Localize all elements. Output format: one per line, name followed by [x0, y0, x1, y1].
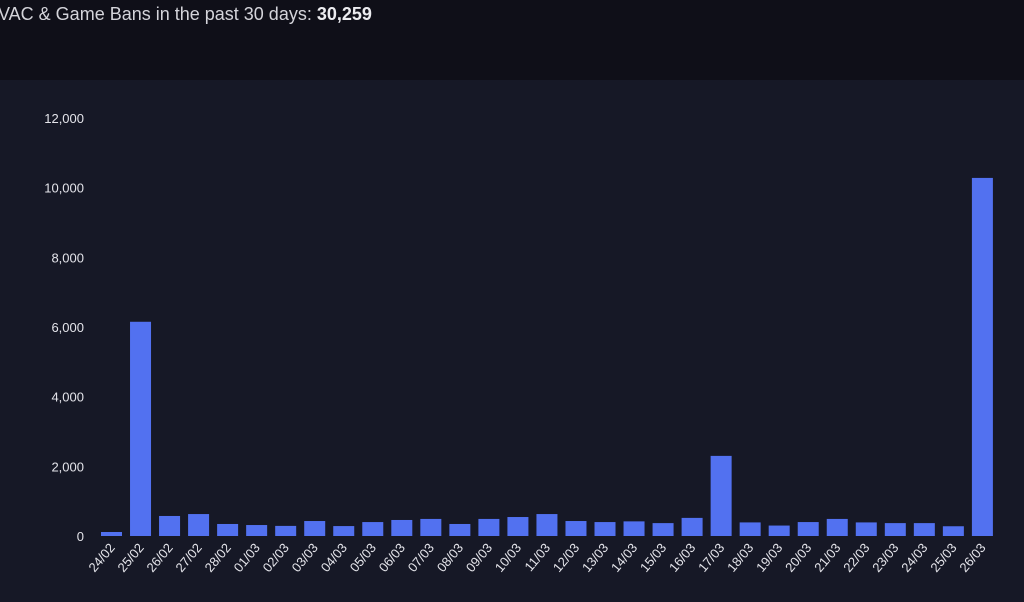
x-tick-label: 25/02 — [114, 540, 146, 575]
bar-03/03 — [304, 521, 326, 536]
bar-28/02 — [217, 523, 239, 536]
bar-25/03 — [942, 526, 964, 536]
x-tick-label: 17/03 — [695, 540, 727, 575]
bar-25/02 — [130, 321, 152, 536]
x-tick-label: 01/03 — [231, 540, 263, 575]
bar-13/03 — [594, 522, 616, 536]
bar-08/03 — [449, 523, 471, 536]
bar-06/03 — [391, 519, 413, 536]
x-tick-label: 19/03 — [753, 540, 785, 575]
page-title: VAC & Game Bans in the past 30 days: 30,… — [0, 4, 372, 25]
x-tick-label: 10/03 — [492, 540, 524, 575]
x-tick-label: 24/02 — [85, 540, 117, 575]
x-tick-label: 13/03 — [579, 540, 611, 575]
x-tick-label: 12/03 — [550, 540, 582, 575]
x-tick-label: 07/03 — [405, 540, 437, 575]
bar-21/03 — [826, 518, 848, 536]
bar-26/02 — [159, 515, 181, 536]
chart-panel — [0, 80, 1024, 602]
bar-02/03 — [275, 525, 297, 536]
bar-01/03 — [246, 525, 268, 536]
bar-19/03 — [768, 525, 790, 536]
bar-24/03 — [913, 523, 935, 536]
bar-23/03 — [884, 523, 906, 536]
bar-26/03 — [971, 177, 993, 536]
x-tick-label: 09/03 — [463, 540, 495, 575]
x-tick-label: 04/03 — [318, 540, 350, 575]
x-tick-label: 25/03 — [927, 540, 959, 575]
x-tick-label: 02/03 — [260, 540, 292, 575]
bar-22/03 — [855, 522, 877, 536]
bar-14/03 — [623, 521, 645, 536]
bar-27/02 — [188, 514, 210, 536]
x-tick-label: 11/03 — [521, 540, 553, 574]
y-tick-label: 8,000 — [51, 250, 84, 265]
bar-07/03 — [420, 518, 442, 536]
x-tick-label: 24/03 — [898, 540, 930, 575]
x-tick-label: 16/03 — [666, 540, 698, 575]
x-tick-label: 26/03 — [956, 540, 988, 575]
header: VAC & Game Bans in the past 30 days: 30,… — [0, 0, 1024, 80]
y-tick-label: 4,000 — [51, 390, 84, 405]
bar-20/03 — [797, 522, 819, 536]
bar-24/02 — [101, 531, 122, 536]
bar-12/03 — [565, 521, 587, 536]
total-bans: 30,259 — [316, 4, 372, 24]
bar-15/03 — [652, 523, 674, 536]
bar-17/03 — [710, 455, 732, 536]
x-tick-label: 03/03 — [289, 540, 321, 575]
bar-09/03 — [478, 518, 500, 536]
x-tick-label: 15/03 — [637, 540, 669, 575]
y-tick-label: 10,000 — [44, 181, 84, 196]
y-tick-label: 12,000 — [44, 111, 84, 126]
x-tick-label: 18/03 — [724, 540, 756, 575]
bar-04/03 — [333, 526, 355, 536]
title-prefix: VAC & Game Bans in the past 30 days: — [0, 4, 312, 24]
x-tick-label: 20/03 — [782, 540, 814, 575]
x-tick-label: 21/03 — [811, 540, 843, 575]
bar-18/03 — [739, 522, 761, 536]
x-tick-label: 08/03 — [434, 540, 466, 575]
y-tick-label: 0 — [77, 529, 84, 544]
y-tick-label: 6,000 — [51, 320, 84, 335]
bar-10/03 — [507, 517, 529, 536]
x-tick-label: 14/03 — [608, 540, 640, 575]
x-tick-label: 22/03 — [840, 540, 872, 575]
x-tick-label: 28/02 — [202, 540, 234, 575]
x-tick-label: 27/02 — [172, 540, 204, 575]
x-tick-label: 23/03 — [869, 540, 901, 575]
bar-11/03 — [536, 514, 558, 536]
bar-16/03 — [681, 517, 703, 536]
y-tick-label: 2,000 — [51, 459, 84, 474]
x-tick-label: 06/03 — [376, 540, 408, 575]
bar-05/03 — [362, 522, 384, 536]
x-tick-label: 05/03 — [347, 540, 379, 575]
x-tick-label: 26/02 — [143, 540, 175, 575]
